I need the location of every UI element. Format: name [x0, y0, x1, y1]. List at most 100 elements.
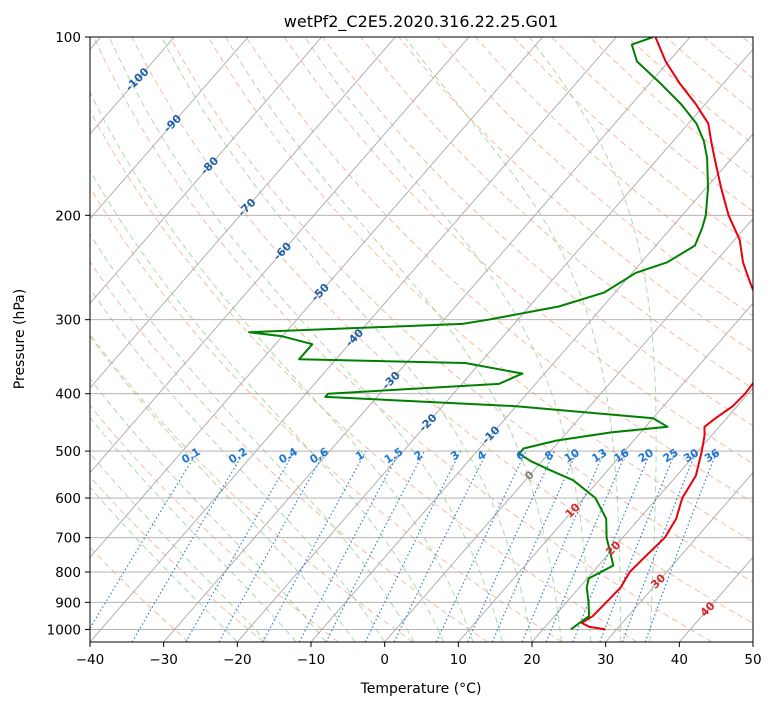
y-tick-label: 900: [55, 595, 81, 611]
x-axis: −40 −30 −20 −10 0 10 20 30 40 50: [76, 642, 762, 668]
moist-adiabat-line: [90, 335, 356, 642]
mixing-ratio-line: [262, 450, 367, 642]
y-tick-label: 100: [55, 30, 81, 46]
dewpoint-profile-line: [248, 37, 709, 631]
mixing-ratio-line: [298, 450, 401, 642]
mixing-ratio-line: [521, 450, 606, 642]
dry-adiabat-line: [513, 37, 753, 247]
mixing-ratio-label: 1.5: [382, 445, 405, 466]
isotherm-line: [310, 133, 753, 642]
dry-adiabat-line: [703, 37, 753, 79]
mixing-ratio-line: [435, 450, 527, 642]
x-tick-label: 20: [523, 652, 540, 668]
y-tick-label: 700: [55, 531, 81, 547]
isotherm-line: [90, 37, 544, 559]
y-tick-label: 300: [55, 313, 81, 329]
x-tick-label: 10: [450, 652, 467, 668]
isotherm-label: -10: [479, 423, 502, 446]
mixing-ratio-label: 0.6: [307, 445, 331, 467]
dry-adiabat-line: [169, 37, 753, 583]
mixing-ratio-line: [364, 450, 462, 642]
mixing-ratio-label: 10: [562, 446, 582, 465]
dry-adiabat-line: [742, 37, 753, 47]
moist-adiabat-line: [161, 37, 533, 642]
y-axis-label: Pressure (hPa): [12, 289, 28, 389]
moist-adiabat-line: [90, 486, 238, 642]
x-axis-label: Temperature (°C): [360, 681, 482, 697]
y-tick-label: 500: [55, 444, 81, 460]
mixing-ratio-label: 8: [542, 448, 555, 463]
dry-adiabat-line: [245, 37, 753, 503]
mixing-ratio-line: [572, 450, 652, 642]
isotherm-label: 20: [603, 538, 623, 558]
mixing-ratio-line: [545, 450, 628, 642]
mixing-ratio-label: 3: [448, 448, 461, 463]
mixing-ratio-line: [393, 450, 488, 642]
moist-adiabat-line: [90, 90, 474, 642]
mixing-ratio-line: [90, 450, 199, 630]
x-tick-label: 30: [597, 652, 614, 668]
moist-adiabat-line: [90, 287, 386, 642]
isotherm-line: [457, 302, 753, 642]
mixing-ratio-label: 0.4: [276, 445, 300, 467]
isotherm-label: -20: [416, 411, 439, 434]
moist-adiabat-line: [90, 416, 297, 642]
isobars: [90, 37, 753, 630]
mixing-ratio-line: [599, 450, 677, 642]
isotherm-line: [605, 471, 753, 642]
moist-adiabat-line: [90, 169, 445, 642]
x-tick-label: −10: [297, 652, 326, 668]
x-tick-label: −20: [223, 652, 252, 668]
y-tick-label: 600: [55, 491, 81, 507]
isotherm-line: [90, 37, 396, 389]
dry-adiabat-line: [90, 186, 563, 642]
dry-adiabat-line: [90, 109, 638, 642]
plot-area: -100-90-80-70-60-50-40-30-20-10010203040…: [90, 37, 753, 642]
mixing-ratio-line: [621, 450, 697, 642]
sounding-profiles: [248, 37, 753, 631]
dry-adiabat-line: [551, 37, 753, 212]
mixing-ratio-label: 6: [514, 448, 528, 463]
moist-adiabat-line: [108, 37, 503, 642]
isotherm-line: [531, 387, 753, 642]
mixing-ratio-line: [218, 450, 326, 642]
y-tick-label: 800: [55, 565, 81, 581]
dry-adiabat-line: [474, 37, 753, 282]
isotherm-line: [678, 556, 753, 642]
moist-adiabat-line: [528, 37, 657, 642]
isotherm-line: [752, 641, 753, 642]
isotherm-line: [236, 48, 753, 642]
dry-adiabat-line: [360, 37, 753, 390]
dry-adiabats: [90, 37, 753, 642]
isotherm-label: -80: [198, 154, 221, 177]
dry-adiabat-line: [90, 546, 190, 642]
isotherm-line: [90, 37, 470, 474]
dry-adiabat-line: [436, 37, 753, 317]
moist-adiabat-line: [404, 37, 621, 642]
x-tick-label: 50: [744, 652, 761, 668]
x-tick-label: 40: [671, 652, 688, 668]
isotherm-line: [163, 37, 691, 642]
chart-title: wetPf2_C2E5.2020.316.22.25.G01: [284, 12, 558, 32]
dry-adiabat-line: [90, 404, 339, 642]
x-tick-label: 0: [380, 652, 389, 668]
isotherm-label: -50: [309, 281, 332, 304]
isotherm-label: 30: [648, 571, 668, 591]
moist-adiabats: [90, 37, 657, 642]
isotherm-label: -100: [123, 65, 152, 94]
isotherm-line: [90, 37, 617, 642]
mixing-ratio-labels: 0.1 0.2 0.4 0.6 1 1.5 2 3 4 6 8 10 13 16 20 25 30 36: [179, 445, 722, 467]
moist-adiabat-line: [225, 37, 562, 642]
x-tick-label: −30: [149, 652, 178, 668]
temperature-profile-line: [580, 37, 753, 631]
moist-adiabat-line: [90, 377, 327, 642]
isotherm-label: -40: [343, 326, 366, 349]
mixing-ratio-label: 2: [412, 448, 425, 463]
mixing-ratio-label: 25: [661, 446, 681, 465]
y-tick-label: 400: [55, 387, 81, 403]
mixing-ratio-label: 36: [702, 446, 722, 465]
plot-frame: [89, 36, 754, 643]
mixing-ratio-line: [644, 450, 718, 642]
dry-adiabat-line: [131, 37, 753, 624]
